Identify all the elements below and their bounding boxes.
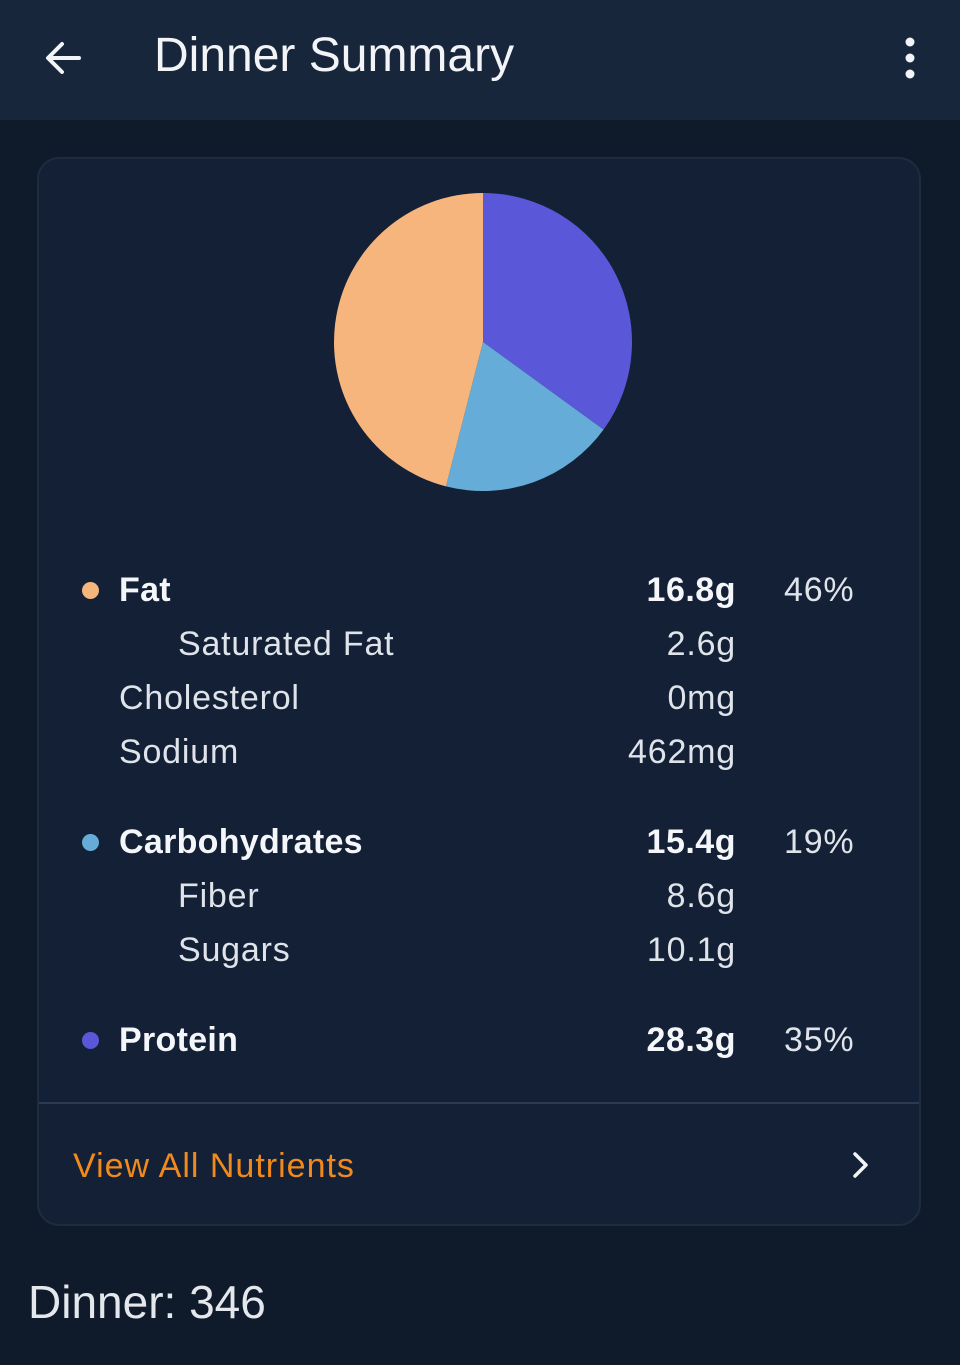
nutrient-amount: 10.1g xyxy=(646,931,736,969)
protein-legend-dot xyxy=(82,1032,99,1049)
nutrient-row-fat: Fat 16.8g 46% xyxy=(39,562,919,616)
nutrient-label: Protein xyxy=(119,1021,239,1059)
nutrient-label: Sugars xyxy=(178,931,291,969)
pie-slice-protein xyxy=(483,193,632,430)
nutrient-label: Cholesterol xyxy=(119,679,300,717)
nutrient-label: Fiber xyxy=(178,877,260,915)
page-title: Dinner Summary xyxy=(154,29,515,82)
nutrient-row-saturated-fat: Saturated Fat 2.6g xyxy=(39,616,919,670)
nutrient-row-protein: Protein 28.3g 35% xyxy=(39,1012,919,1066)
nutrient-amount: 8.6g xyxy=(666,877,736,915)
nutrient-amount: 15.4g xyxy=(646,823,736,861)
dinner-calories-total: Dinner: 346 xyxy=(28,1276,266,1328)
nutrient-percent: 35% xyxy=(784,1021,855,1059)
arrow-left-icon xyxy=(46,42,81,74)
nutrient-amount: 16.8g xyxy=(646,571,736,609)
view-all-nutrients-button[interactable]: View All Nutrients xyxy=(39,1104,919,1224)
macro-summary-card: Fat 16.8g 46% Saturated Fat 2.6g Cholest… xyxy=(37,157,921,1226)
nutrient-row-fiber: Fiber 8.6g xyxy=(39,868,919,922)
carbohydrates-legend-dot xyxy=(82,834,99,851)
nutrient-label: Fat xyxy=(119,571,171,609)
pie-slice-carbohydrates xyxy=(445,342,604,491)
more-vert-icon xyxy=(905,37,915,79)
view-all-nutrients-label: View All Nutrients xyxy=(73,1147,355,1185)
nutrient-percent: 19% xyxy=(784,823,855,861)
macro-pie-chart xyxy=(334,193,632,491)
nutrient-amount: 2.6g xyxy=(666,625,736,663)
nutrient-row-sodium: Sodium 462mg xyxy=(39,724,919,778)
nutrient-label: Carbohydrates xyxy=(119,823,363,861)
nutrient-amount: 462mg xyxy=(628,733,736,771)
nutrient-percent: 46% xyxy=(784,571,855,609)
nutrient-amount: 28.3g xyxy=(646,1021,736,1059)
nutrient-label: Sodium xyxy=(119,733,240,771)
more-options-button[interactable] xyxy=(880,28,940,88)
nutrient-row-cholesterol: Cholesterol 0mg xyxy=(39,670,919,724)
nutrient-row-carbohydrates: Carbohydrates 15.4g 19% xyxy=(39,814,919,868)
chevron-right-icon xyxy=(853,1152,868,1178)
nutrient-amount: 0mg xyxy=(667,679,736,717)
app-bar: Dinner Summary xyxy=(0,0,960,120)
nutrient-label: Saturated Fat xyxy=(178,625,395,663)
nutrient-row-sugars: Sugars 10.1g xyxy=(39,922,919,976)
card-divider xyxy=(39,1102,919,1104)
pie-slice-fat xyxy=(334,193,483,487)
back-button[interactable] xyxy=(28,28,98,88)
fat-legend-dot xyxy=(82,582,99,599)
